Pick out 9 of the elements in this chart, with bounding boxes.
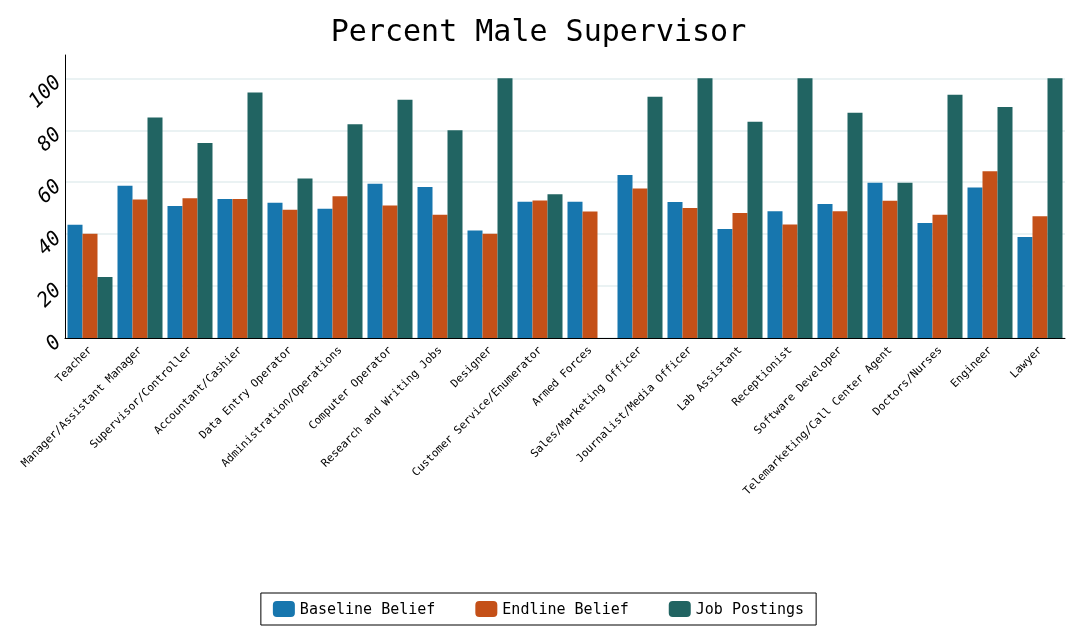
legend-label: Endline Belief	[502, 600, 629, 618]
y-tick-label: 40	[31, 225, 66, 260]
legend-label: Baseline Belief	[299, 600, 436, 618]
y-tick-label: 80	[31, 121, 66, 156]
y-tick-label: 60	[31, 173, 66, 208]
y-tick-label: 20	[31, 277, 66, 312]
chart-title: Percent Male Supervisor	[330, 12, 747, 48]
y-tick-label: 100	[22, 69, 66, 113]
legend-label: Job Postings	[695, 600, 805, 618]
